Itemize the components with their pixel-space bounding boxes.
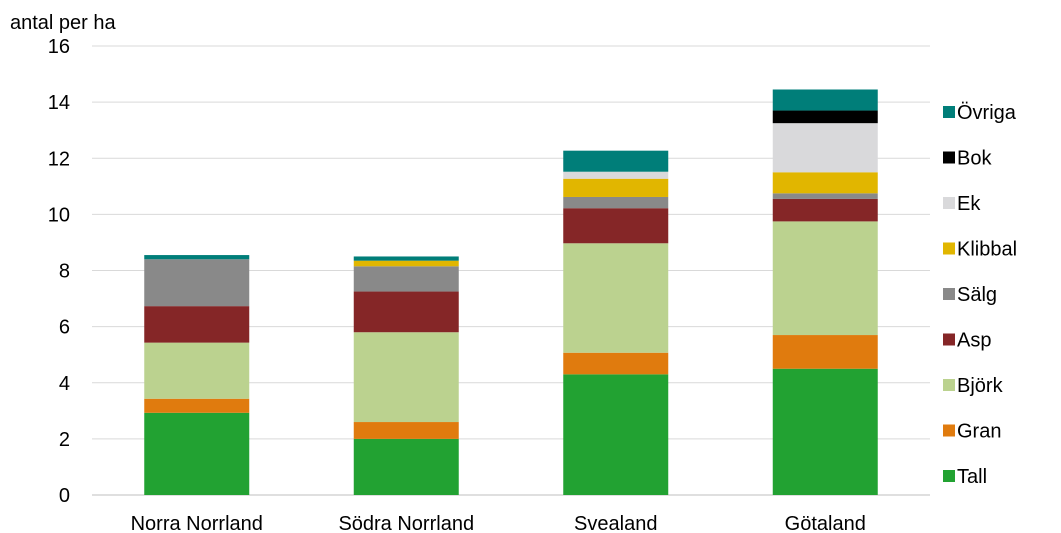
bar-segment — [772, 368, 878, 495]
bar-segment — [772, 335, 878, 369]
bar-segment — [563, 178, 669, 197]
x-tick-label: Norra Norrland — [131, 513, 263, 533]
bar-segment — [772, 198, 878, 222]
x-tick-label: Götaland — [785, 513, 866, 533]
y-tick-label: 12 — [48, 148, 70, 170]
y-tick-label: 8 — [59, 261, 70, 283]
legend-swatch — [943, 424, 955, 437]
bar-segment — [563, 150, 669, 172]
bar-segment — [772, 110, 878, 124]
bar-segment — [353, 438, 459, 495]
y-axis-label: antal per ha — [10, 12, 117, 34]
legend-swatch — [943, 470, 955, 482]
x-tick-label: Svealand — [574, 513, 657, 533]
y-tick-label: 4 — [59, 373, 70, 395]
y-tick-labels: 0 2 4 6 8 10 12 14 16 — [48, 36, 70, 507]
bar-segment — [144, 255, 250, 260]
bar-segment — [563, 171, 669, 179]
bar-segment — [353, 256, 459, 261]
bar-segment — [563, 243, 669, 353]
bar-segment — [772, 89, 878, 111]
legend-swatch — [943, 379, 955, 391]
legend-label: Klibbal — [957, 239, 1017, 261]
legend-swatch — [943, 106, 955, 118]
legend-swatch — [943, 333, 955, 346]
y-tick-label: 16 — [48, 36, 70, 58]
x-tick-labels: Norra Norrland Södra Norrland Svealand Göta… — [131, 513, 866, 533]
bar-segment — [772, 193, 878, 199]
legend-label: Björk — [957, 375, 1004, 397]
legend-swatch — [943, 197, 955, 209]
bar-segment — [563, 208, 669, 244]
legend-label: Tall — [957, 466, 987, 488]
bar-segment — [144, 306, 250, 343]
x-tick-label: Södra Norrland — [338, 513, 474, 533]
bar-segment — [144, 398, 250, 413]
bar-segment — [353, 291, 459, 333]
legend-swatch — [943, 288, 955, 300]
bar-segment — [353, 266, 459, 292]
bar-segment — [144, 342, 250, 399]
legend-label: Bok — [957, 148, 992, 170]
bar-segment — [772, 123, 878, 173]
bar-segment — [144, 259, 250, 307]
bar-segment — [144, 412, 250, 495]
y-tick-label: 2 — [59, 429, 70, 451]
legend-label: Sälg — [957, 284, 997, 306]
y-tick-label: 14 — [48, 92, 70, 114]
bar-segment — [353, 422, 459, 439]
bar-segment — [772, 221, 878, 336]
legend-swatch — [943, 151, 955, 164]
legend: Övriga Bok Ek Klibbal Sälg Asp Björk Gran Tall — [943, 102, 1017, 488]
legend-label: Ek — [957, 193, 981, 215]
y-tick-label: 0 — [59, 485, 70, 507]
legend-label: Övriga — [957, 102, 1017, 124]
bar-segment — [563, 352, 669, 375]
legend-label: Gran — [957, 421, 1001, 443]
bar-segment — [353, 260, 459, 267]
y-tick-label: 6 — [59, 317, 70, 339]
bar-segment — [563, 196, 669, 209]
legend-label: Asp — [957, 330, 991, 352]
legend-swatch — [943, 242, 955, 255]
bar-segment — [563, 374, 669, 495]
bar-segment — [772, 172, 878, 194]
y-tick-label: 10 — [48, 204, 70, 226]
bar-segment — [353, 332, 459, 423]
bars — [144, 89, 878, 495]
